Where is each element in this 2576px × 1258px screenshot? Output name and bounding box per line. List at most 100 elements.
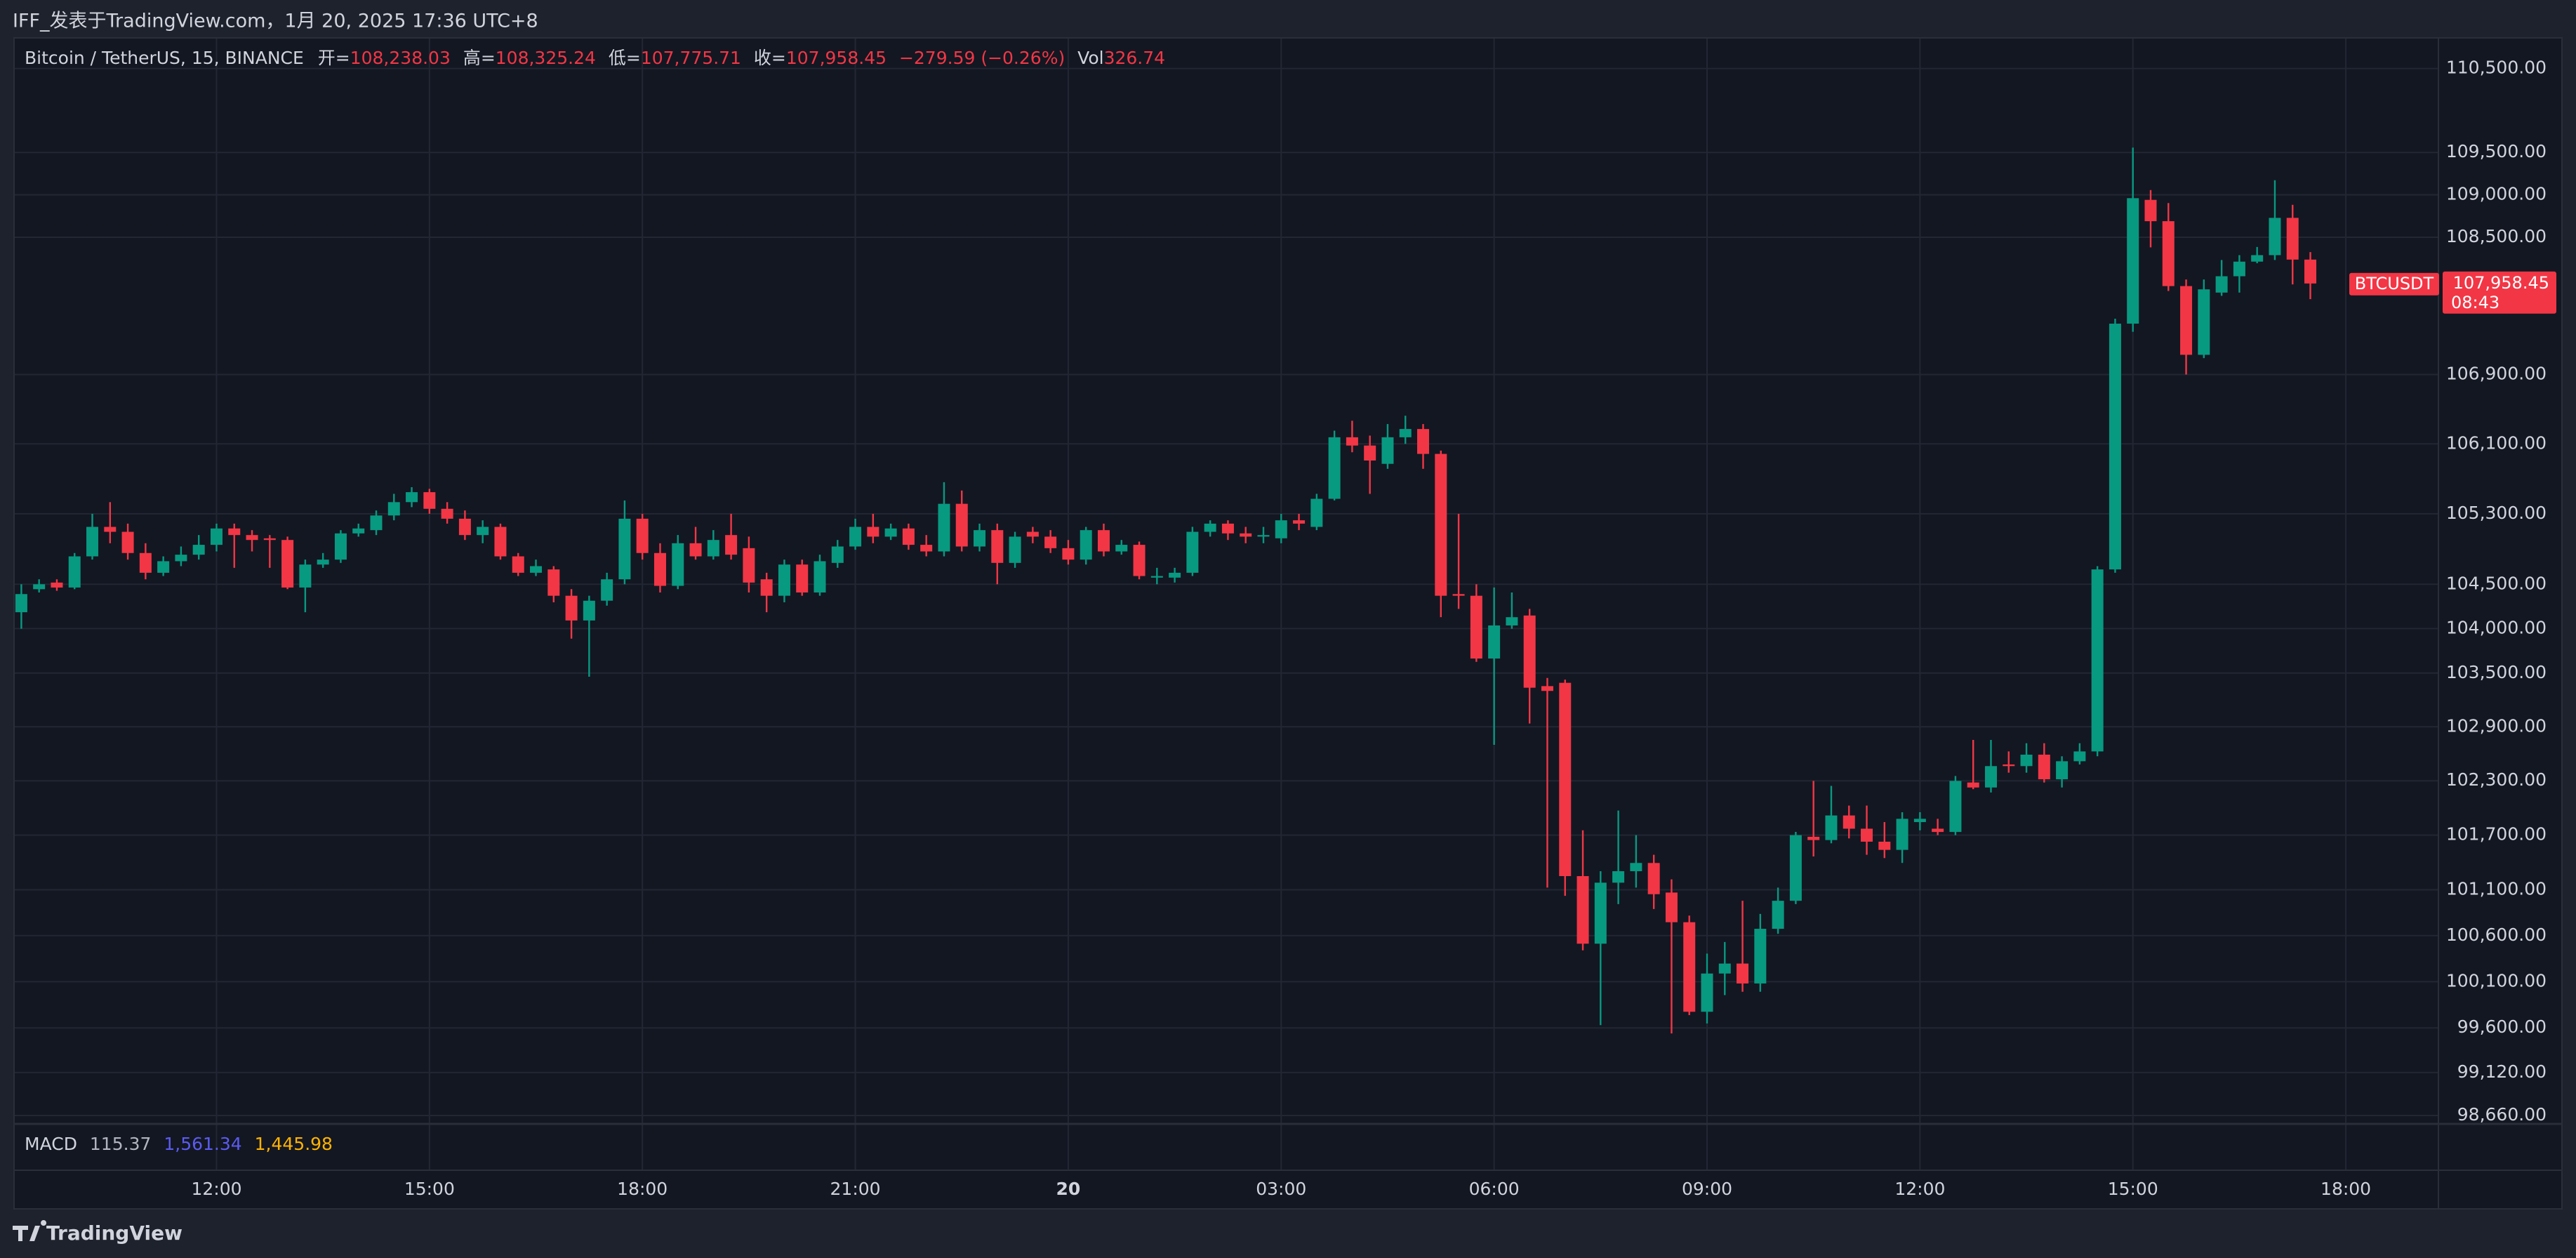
candle-body bbox=[1932, 828, 1944, 833]
candle-body bbox=[477, 527, 489, 536]
candle-body bbox=[725, 535, 738, 555]
candle-body bbox=[672, 543, 684, 586]
price-tag-symbol: BTCUSDT bbox=[2355, 274, 2434, 293]
ohlc-key: 高= bbox=[463, 48, 496, 68]
candle-body bbox=[228, 528, 241, 536]
candle-body bbox=[1754, 929, 1767, 984]
x-tick-label: 20 bbox=[1056, 1179, 1081, 1199]
candle-body bbox=[778, 564, 790, 596]
y-tick-label: 106,100.00 bbox=[2446, 432, 2547, 453]
candle-body bbox=[1204, 523, 1216, 532]
candle-body bbox=[2144, 199, 2157, 222]
y-tick-label: 99,120.00 bbox=[2457, 1061, 2547, 1082]
x-tick-label: 09:00 bbox=[1682, 1179, 1732, 1199]
x-tick-label: 21:00 bbox=[830, 1179, 881, 1199]
candle-body bbox=[1062, 548, 1075, 560]
y-tick-label: 106,900.00 bbox=[2446, 363, 2547, 383]
candle-body bbox=[1488, 625, 1501, 659]
ohlc-key: 收= bbox=[754, 48, 786, 68]
candle-body bbox=[1221, 523, 1234, 534]
candle-body bbox=[1523, 615, 1536, 688]
candle-body bbox=[938, 503, 950, 552]
candle-body bbox=[33, 584, 46, 590]
candle-body bbox=[583, 600, 595, 621]
candle-body bbox=[1364, 445, 1376, 461]
candle-body bbox=[618, 518, 631, 580]
candle-body bbox=[104, 527, 117, 532]
candle-body bbox=[281, 540, 294, 588]
candle-body bbox=[1772, 901, 1784, 929]
candle-body bbox=[707, 540, 719, 557]
candle-body bbox=[1310, 498, 1323, 527]
candle-body bbox=[2304, 259, 2317, 284]
candle-body bbox=[955, 503, 968, 547]
candle-body bbox=[1452, 594, 1465, 596]
candle-body bbox=[68, 556, 81, 588]
candle-body bbox=[2286, 218, 2299, 260]
candle-body bbox=[51, 582, 63, 588]
candle-body bbox=[1594, 882, 1607, 944]
candle-body bbox=[760, 579, 773, 596]
candle-body bbox=[157, 561, 170, 573]
ohlc-key: 开= bbox=[318, 48, 350, 68]
candle-body bbox=[1665, 892, 1678, 922]
candle-body bbox=[334, 533, 347, 560]
candle-body bbox=[1984, 766, 1997, 788]
candle-body bbox=[1576, 876, 1589, 944]
candle-body bbox=[849, 527, 862, 547]
y-tick-label: 101,700.00 bbox=[2446, 824, 2547, 845]
candle-body bbox=[547, 569, 560, 596]
candle-body bbox=[441, 508, 453, 519]
ohlc-value: 107,775.71 bbox=[641, 48, 741, 68]
x-tick-label: 18:00 bbox=[2321, 1179, 2371, 1199]
candle-body bbox=[2198, 289, 2210, 355]
grid-layer bbox=[14, 38, 2438, 1170]
candle-body bbox=[175, 555, 187, 562]
candle-body bbox=[494, 527, 507, 557]
candle-body bbox=[530, 566, 543, 573]
candle-body bbox=[1009, 536, 1021, 563]
candle-body bbox=[1737, 963, 1749, 984]
candle-body bbox=[139, 552, 152, 573]
candle-body bbox=[370, 515, 383, 531]
candle-body bbox=[1435, 453, 1447, 596]
x-tick-label: 12:00 bbox=[1894, 1179, 1945, 1199]
candle-body bbox=[1647, 863, 1660, 894]
candle-body bbox=[1807, 836, 1820, 840]
y-tick-label: 103,500.00 bbox=[2446, 662, 2547, 682]
candle-body bbox=[831, 546, 844, 563]
price-tag-price: 107,958.45 bbox=[2453, 273, 2549, 293]
candle-body bbox=[1080, 530, 1092, 560]
y-tick-label: 104,500.00 bbox=[2446, 573, 2547, 593]
candle-body bbox=[2162, 221, 2175, 286]
chart-border bbox=[13, 37, 2563, 1210]
candle-body bbox=[263, 538, 276, 541]
candle-body bbox=[1718, 963, 1731, 974]
y-tick-label: 109,500.00 bbox=[2446, 141, 2547, 161]
candle-body bbox=[1293, 520, 1306, 524]
candle-body bbox=[1541, 686, 1553, 691]
candle-body bbox=[689, 543, 702, 557]
candle-body bbox=[1843, 815, 1855, 829]
candle-body bbox=[1506, 617, 1518, 625]
candle-body bbox=[1133, 545, 1146, 576]
candle-body bbox=[2269, 218, 2281, 256]
y-tick-label: 102,900.00 bbox=[2446, 715, 2547, 736]
candle-body bbox=[1612, 870, 1625, 883]
candle-body bbox=[1417, 429, 1430, 454]
x-tick-label: 18:00 bbox=[617, 1179, 668, 1199]
candle-body bbox=[867, 527, 879, 537]
macd-legend: MACD 115.37 1,561.34 1,445.98 bbox=[25, 1134, 333, 1154]
candle-body bbox=[458, 518, 471, 536]
candle-body bbox=[352, 528, 365, 534]
ohlc-value: 107,958.45 bbox=[786, 48, 887, 68]
candle-body bbox=[796, 564, 809, 592]
candle-body bbox=[423, 492, 436, 509]
candle-body bbox=[121, 531, 134, 553]
candle-body bbox=[387, 502, 400, 516]
price-tag-countdown: 08:43 bbox=[2451, 293, 2499, 312]
x-tick-label: 15:00 bbox=[2108, 1179, 2158, 1199]
candle-body bbox=[636, 518, 649, 553]
